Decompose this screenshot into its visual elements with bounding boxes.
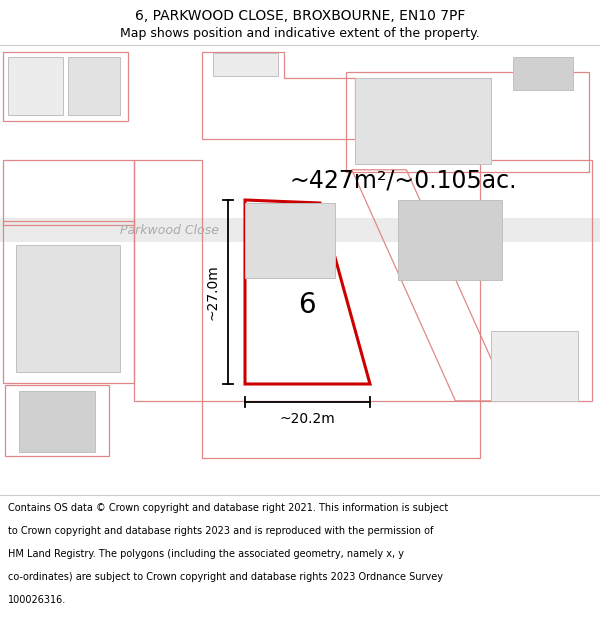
Polygon shape bbox=[245, 200, 370, 384]
Polygon shape bbox=[68, 58, 120, 114]
Polygon shape bbox=[19, 391, 95, 452]
Text: HM Land Registry. The polygons (including the associated geometry, namely x, y: HM Land Registry. The polygons (includin… bbox=[8, 549, 404, 559]
Text: to Crown copyright and database rights 2023 and is reproduced with the permissio: to Crown copyright and database rights 2… bbox=[8, 526, 433, 536]
Polygon shape bbox=[8, 58, 63, 114]
Text: Contains OS data © Crown copyright and database right 2021. This information is : Contains OS data © Crown copyright and d… bbox=[8, 503, 448, 513]
Text: ~427m²/~0.105ac.: ~427m²/~0.105ac. bbox=[290, 168, 517, 192]
Text: Map shows position and indicative extent of the property.: Map shows position and indicative extent… bbox=[120, 26, 480, 39]
Polygon shape bbox=[513, 58, 573, 90]
Text: 100026316.: 100026316. bbox=[8, 595, 66, 605]
Polygon shape bbox=[0, 218, 600, 242]
Polygon shape bbox=[491, 331, 578, 401]
Text: co-ordinates) are subject to Crown copyright and database rights 2023 Ordnance S: co-ordinates) are subject to Crown copyr… bbox=[8, 572, 443, 582]
Polygon shape bbox=[0, 45, 600, 495]
Text: 6, PARKWOOD CLOSE, BROXBOURNE, EN10 7PF: 6, PARKWOOD CLOSE, BROXBOURNE, EN10 7PF bbox=[135, 9, 465, 23]
Text: ~27.0m: ~27.0m bbox=[206, 264, 220, 320]
Polygon shape bbox=[213, 53, 278, 76]
Polygon shape bbox=[355, 78, 491, 164]
Polygon shape bbox=[16, 246, 120, 372]
Text: 6: 6 bbox=[298, 291, 316, 319]
Polygon shape bbox=[245, 202, 335, 278]
Text: Parkwood Close: Parkwood Close bbox=[120, 224, 219, 236]
Text: ~20.2m: ~20.2m bbox=[280, 412, 335, 426]
Polygon shape bbox=[398, 201, 502, 280]
